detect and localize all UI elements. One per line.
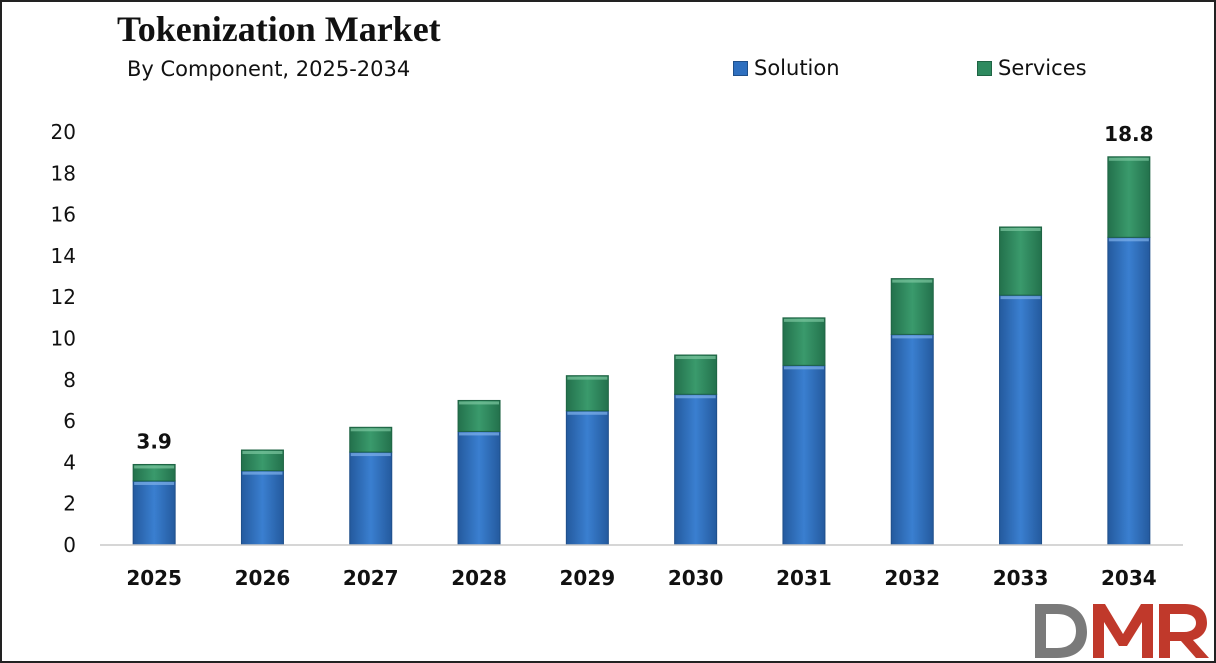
bar-bevel-solution-2026 (242, 471, 283, 475)
bar-bevel-solution-2025 (134, 481, 175, 485)
bar-bevel-services-2028 (459, 401, 500, 405)
y-tick-label: 8 (63, 368, 76, 392)
data-label: 3.9 (136, 429, 171, 453)
x-tick-label: 2026 (235, 566, 291, 590)
x-tick-label: 2032 (884, 566, 940, 590)
bar-bevel-services-2030 (675, 356, 716, 360)
bar-bevel-solution-2027 (350, 453, 391, 457)
bar-services-2034 (1107, 156, 1151, 238)
bar-bevel-services-2025 (134, 465, 175, 469)
dmr-logo (1035, 604, 1209, 658)
bars (132, 156, 1151, 546)
x-tick-label: 2029 (560, 566, 616, 590)
bar-solution-2026 (240, 470, 284, 546)
legend-label-services: Services (998, 56, 1087, 80)
bar-bevel-services-2034 (1108, 157, 1149, 161)
bar-bevel-solution-2033 (1000, 296, 1041, 300)
chart-title: Tokenization Market (117, 9, 441, 49)
bar-bevel-solution-2032 (892, 335, 933, 339)
y-tick-label: 0 (63, 533, 76, 557)
x-tick-label: 2034 (1101, 566, 1157, 590)
bar-services-2031 (782, 317, 826, 366)
x-axis: 2025 2026 2027 2028 2029 2030 2031 2032 2033 2034 (100, 544, 1183, 590)
y-tick-label: 14 (51, 244, 76, 268)
bar-bevel-services-2031 (783, 318, 824, 322)
bar-solution-2034 (1107, 236, 1151, 546)
bar-bevel-solution-2030 (675, 395, 716, 399)
x-tick-label: 2028 (451, 566, 507, 590)
y-tick-label: 10 (51, 327, 76, 351)
bar-services-2033 (999, 226, 1043, 296)
legend-item-services: Services (977, 56, 1087, 80)
x-tick-label: 2030 (668, 566, 724, 590)
x-tick-label: 2031 (776, 566, 832, 590)
bar-solution-2027 (349, 451, 393, 546)
legend-swatch-solution (733, 60, 748, 76)
bar-solution-2033 (999, 294, 1043, 546)
x-tick-label: 2025 (126, 566, 182, 590)
bar-solution-2031 (782, 364, 826, 546)
bar-bevel-services-2032 (892, 279, 933, 283)
y-tick-label: 12 (51, 285, 76, 309)
y-axis: 0 2 4 6 8 10 12 14 16 18 20 (51, 120, 76, 557)
bar-services-2029 (565, 375, 609, 412)
chart-subtitle: By Component, 2025-2034 (127, 57, 411, 81)
bar-services-2025 (132, 463, 176, 482)
bar-solution-2025 (132, 480, 176, 546)
legend-item-solution: Solution (733, 56, 840, 80)
bar-bevel-solution-2034 (1108, 238, 1149, 242)
bar-services-2032 (890, 278, 934, 335)
bar-bevel-services-2033 (1000, 227, 1041, 231)
bar-bevel-services-2027 (350, 428, 391, 432)
y-tick-label: 6 (63, 409, 76, 433)
x-tick-label: 2027 (343, 566, 399, 590)
bar-bevel-solution-2029 (567, 411, 608, 415)
bar-services-2027 (349, 426, 393, 453)
bar-bevel-solution-2028 (459, 432, 500, 436)
bar-bevel-solution-2031 (783, 366, 824, 370)
y-tick-label: 2 (63, 492, 76, 516)
bar-solution-2032 (890, 333, 934, 546)
bar-bevel-services-2026 (242, 451, 283, 455)
y-tick-label: 16 (51, 203, 76, 227)
bar-services-2030 (674, 354, 718, 395)
bar-bevel-services-2029 (567, 376, 608, 380)
data-labels: 3.9 18.8 (136, 122, 1153, 454)
y-tick-label: 20 (51, 120, 76, 144)
bar-solution-2029 (565, 410, 609, 546)
bar-services-2026 (240, 449, 284, 472)
bar-services-2028 (457, 399, 501, 432)
y-tick-label: 18 (51, 161, 76, 185)
y-tick-label: 4 (63, 450, 76, 474)
legend-label-solution: Solution (754, 56, 840, 80)
data-label: 18.8 (1104, 122, 1153, 146)
bar-solution-2030 (674, 393, 718, 546)
x-tick-label: 2033 (993, 566, 1049, 590)
legend-swatch-services (977, 60, 992, 76)
bar-solution-2028 (457, 430, 501, 546)
